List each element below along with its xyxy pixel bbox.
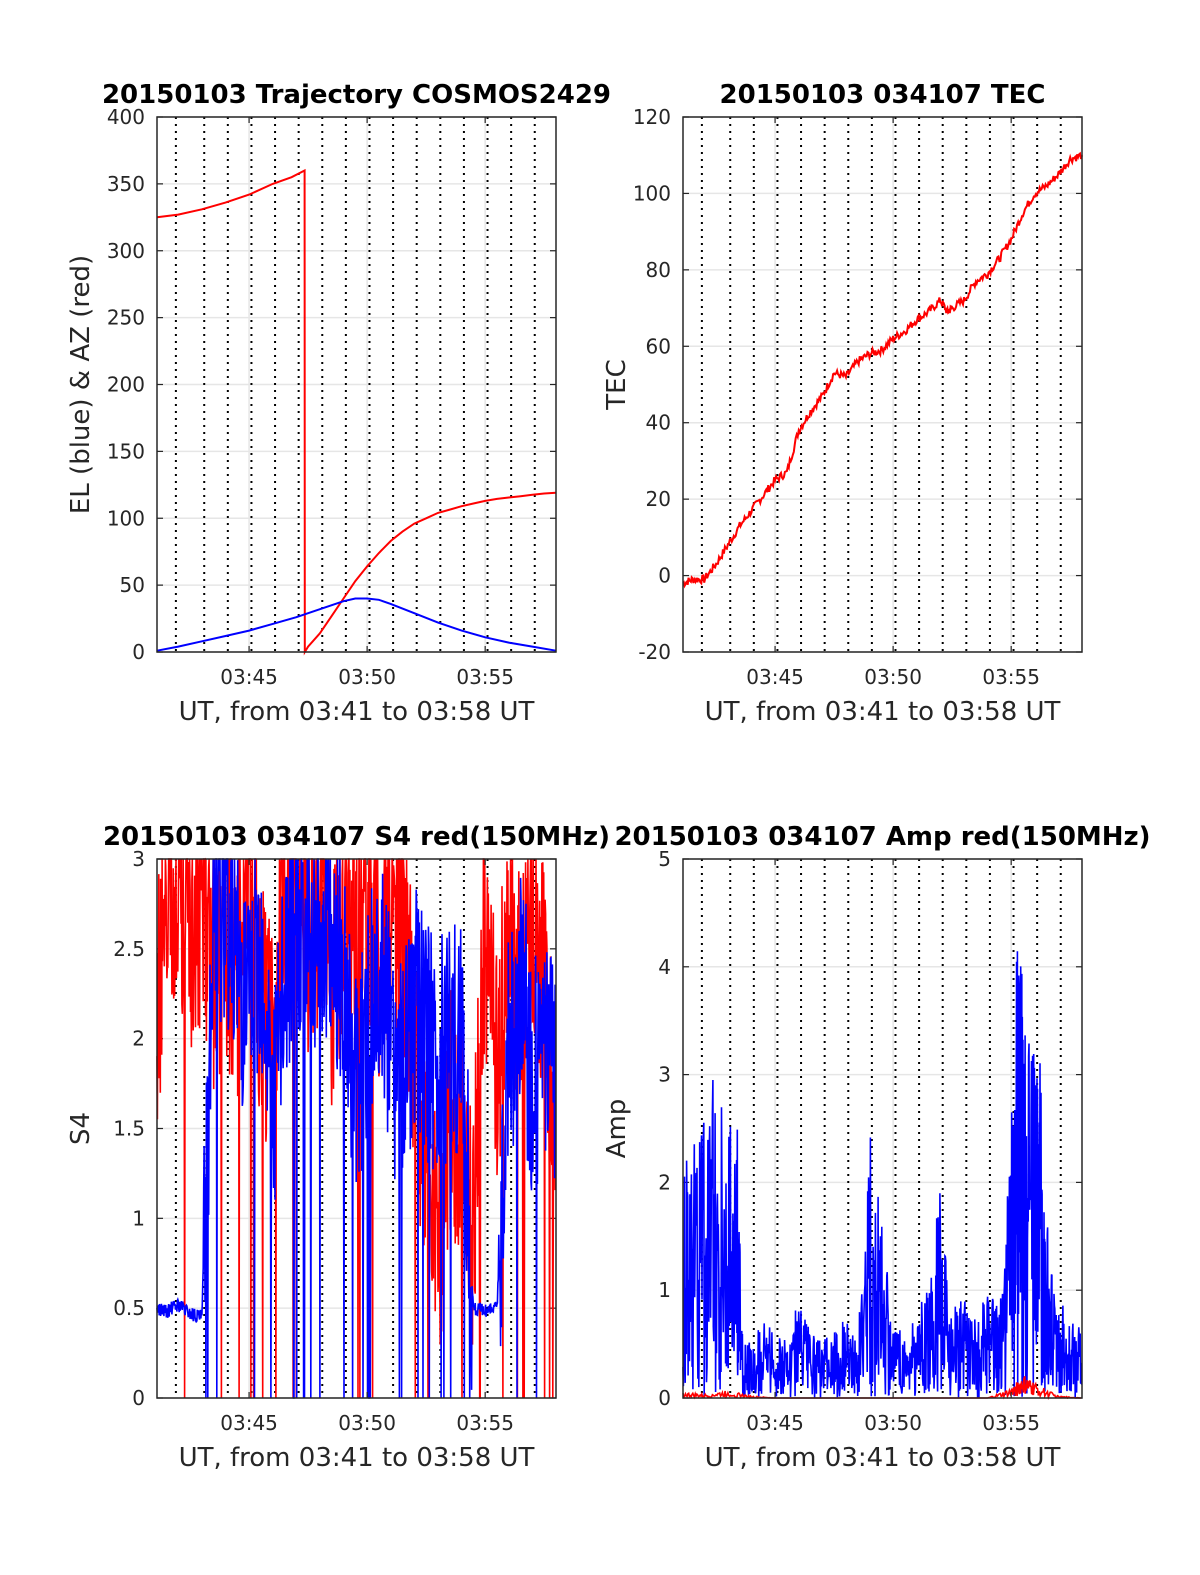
axes-box: [156, 116, 557, 653]
x-tick-label: 03:55: [456, 665, 514, 689]
y-tick-label: 4: [658, 955, 671, 979]
y-tick-label: 40: [646, 411, 671, 435]
x-axis-label: UT, from 03:41 to 03:58 UT: [179, 697, 535, 727]
series-line-1: [682, 151, 1083, 589]
x-tick-label: 03:45: [746, 1411, 804, 1435]
plot-area: [683, 117, 1082, 652]
y-tick-label: 150: [107, 439, 145, 463]
y-tick-label: 300: [107, 239, 145, 263]
y-axis-label: Amp: [602, 1099, 632, 1159]
y-tick-label: 250: [107, 306, 145, 330]
axes-box: [682, 858, 1083, 1399]
y-tick-label: 5: [658, 847, 671, 871]
chart-panel-4: 0 1 2 3 4 5 03:45 03:50 03:55 UT, from 03:41 to 0…: [602, 822, 1151, 1473]
y-tick-label: 60: [646, 334, 671, 358]
chart-panel-2: -20 0 20 40 60 80 100 120 03:45 03:50 03:55 UT, fro…: [602, 80, 1083, 727]
y-tick-label: 3: [658, 1063, 671, 1087]
axes-box: [682, 116, 1083, 653]
y-tick-label: 2: [658, 1170, 671, 1194]
x-tick-label: 03:50: [864, 665, 922, 689]
y-tick-label: 1.5: [113, 1117, 145, 1141]
y-tick-label: 50: [120, 573, 145, 597]
x-axis-label: UT, from 03:41 to 03:58 UT: [705, 697, 1061, 727]
x-tick-label: 03:55: [982, 1411, 1040, 1435]
y-tick-label: 100: [633, 181, 671, 205]
y-tick-label: 350: [107, 172, 145, 196]
axes-box: [156, 858, 557, 1399]
y-tick-label: 2: [132, 1027, 145, 1051]
chart-title: 20150103 Trajectory COSMOS2429: [102, 80, 611, 110]
y-tick-label: 3: [132, 847, 145, 871]
chart-panel-1: 0 50 100 150 200 250 300 350 400 03:45 03:50 03:55 U…: [66, 80, 611, 727]
y-axis-label: TEC: [602, 359, 632, 410]
y-axis-label: EL (blue) & AZ (red): [66, 255, 96, 514]
x-tick-label: 03:50: [338, 1411, 396, 1435]
series-line-2: [156, 858, 557, 1399]
chart-title: 20150103 034107 Amp red(150MHz): [614, 822, 1150, 852]
x-axis-label: UT, from 03:41 to 03:58 UT: [179, 1443, 535, 1473]
y-tick-label: -20: [638, 640, 671, 664]
chart-title: 20150103 034107 TEC: [720, 80, 1046, 110]
series-line-1: [682, 951, 1083, 1399]
x-tick-label: 03:55: [982, 665, 1040, 689]
x-tick-label: 03:45: [746, 665, 804, 689]
y-tick-label: 0: [658, 1386, 671, 1410]
y-tick-label: 20: [646, 487, 671, 511]
x-tick-label: 03:50: [338, 665, 396, 689]
y-tick-label: 0: [132, 640, 145, 664]
y-tick-label: 100: [107, 506, 145, 530]
x-tick-label: 03:50: [864, 1411, 922, 1435]
y-tick-label: 0: [132, 1386, 145, 1410]
y-tick-label: 1: [132, 1206, 145, 1230]
series-line-1: [156, 168, 557, 656]
x-tick-label: 03:45: [220, 665, 278, 689]
y-axis-label: S4: [66, 1112, 96, 1145]
x-tick-label: 03:55: [456, 1411, 514, 1435]
y-tick-label: 2.5: [113, 937, 145, 961]
y-tick-label: 120: [633, 105, 671, 129]
y-tick-label: 200: [107, 373, 145, 397]
x-axis-label: UT, from 03:41 to 03:58 UT: [705, 1443, 1061, 1473]
y-tick-label: 1: [658, 1278, 671, 1302]
y-tick-label: 0: [658, 564, 671, 588]
chart-panel-3: 0 0.5 1 1.5 2 2.5 3 03:45 03:50 03:55 UT, from 03:…: [66, 822, 610, 1473]
y-tick-label: 80: [646, 258, 671, 282]
y-tick-label: 400: [107, 105, 145, 129]
series-line-2: [156, 597, 557, 652]
x-tick-label: 03:45: [220, 1411, 278, 1435]
y-tick-label: 0.5: [113, 1296, 145, 1320]
chart-title: 20150103 034107 S4 red(150MHz): [103, 822, 610, 852]
